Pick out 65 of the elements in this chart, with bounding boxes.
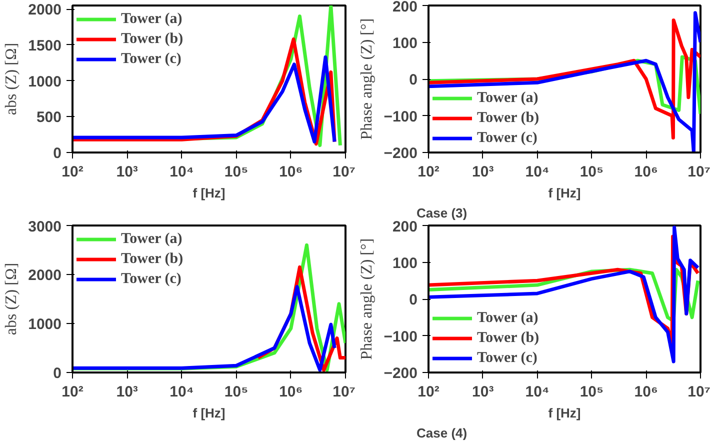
x-tick-label: 10⁵ <box>580 384 604 400</box>
y-tick-label: 100 <box>392 34 418 52</box>
y-tick-label: 200 <box>392 218 418 236</box>
x-tick-label: 10² <box>418 164 440 180</box>
legend-label: Tower (c) <box>121 270 182 288</box>
x-tick-label: 10⁷ <box>332 164 356 180</box>
x-tick-label: 10³ <box>472 384 494 400</box>
x-tick-label: 10⁴ <box>170 164 194 180</box>
x-axis-title: f [Hz] <box>192 406 226 420</box>
legend-label: Tower (c) <box>121 50 182 68</box>
x-tick-label: 10⁶ <box>634 164 658 180</box>
x-tick-label: 10⁴ <box>525 384 550 400</box>
y-tick-label: −100 <box>384 328 418 346</box>
legend-label: Tower (b) <box>477 330 540 346</box>
y-tick-label: 200 <box>392 0 418 16</box>
text: Case (4) <box>416 426 468 440</box>
y-tick-label: 0 <box>409 292 418 308</box>
x-tick-label: 10⁷ <box>688 384 710 400</box>
y-tick-label: 500 <box>36 109 62 126</box>
y-tick-label: −200 <box>384 365 418 382</box>
legend-label: Tower (a) <box>477 90 538 106</box>
legend-label: Tower (a) <box>121 230 182 248</box>
legend-label: Tower (b) <box>477 110 540 126</box>
x-axis-title: f [Hz] <box>548 186 581 200</box>
x-tick-label: 10⁷ <box>688 164 710 180</box>
x-tick-label: 10⁶ <box>279 384 303 400</box>
y-axis-title: Phase angle (Z) [°] <box>358 18 376 140</box>
text: Case (3) <box>416 206 468 220</box>
x-tick-label: 10³ <box>472 164 494 180</box>
y-tick-label: 3000 <box>28 218 62 236</box>
y-tick-label: 1000 <box>28 316 62 333</box>
x-tick-label: 10⁶ <box>279 164 303 180</box>
y-axis-title: abs (Z) [Ω] <box>3 262 20 336</box>
legend-label: Tower (a) <box>121 10 182 28</box>
legend-label: Tower (a) <box>477 310 538 326</box>
legend-label: Tower (b) <box>121 30 184 48</box>
legend-label: Tower (c) <box>477 130 538 146</box>
y-tick-label: 100 <box>392 254 418 272</box>
x-tick-label: 10⁴ <box>170 384 194 400</box>
x-tick-label: 10³ <box>116 384 138 400</box>
y-tick-label: −200 <box>384 145 418 162</box>
x-tick-label: 10³ <box>116 164 138 180</box>
y-tick-label: 0 <box>53 145 62 162</box>
y-tick-label: 0 <box>53 365 62 382</box>
x-tick-label: 10⁴ <box>525 164 550 180</box>
x-tick-label: 10⁷ <box>332 384 356 400</box>
x-tick-label: 10⁵ <box>224 384 248 400</box>
x-axis-title: f [Hz] <box>548 406 581 420</box>
y-tick-label: 1500 <box>28 37 62 54</box>
y-axis-title: Phase angle (Z) [°] <box>358 238 376 360</box>
x-tick-label: 10⁵ <box>580 164 604 180</box>
x-axis-title: f [Hz] <box>192 186 226 200</box>
y-tick-label: −100 <box>384 108 418 126</box>
legend-label: Tower (b) <box>121 250 184 268</box>
x-tick-label: 10² <box>418 384 440 400</box>
x-tick-label: 10⁶ <box>634 384 658 400</box>
y-axis-title: abs (Z) [Ω] <box>3 42 20 116</box>
x-tick-label: 10⁵ <box>224 164 248 180</box>
y-tick-label: 1000 <box>28 73 62 90</box>
y-tick-label: 2000 <box>28 267 62 284</box>
legend-label: Tower (c) <box>477 350 538 366</box>
y-tick-label: 2000 <box>28 2 62 19</box>
x-tick-label: 10² <box>62 384 84 400</box>
y-tick-label: 0 <box>409 72 418 88</box>
x-tick-label: 10² <box>62 164 84 180</box>
